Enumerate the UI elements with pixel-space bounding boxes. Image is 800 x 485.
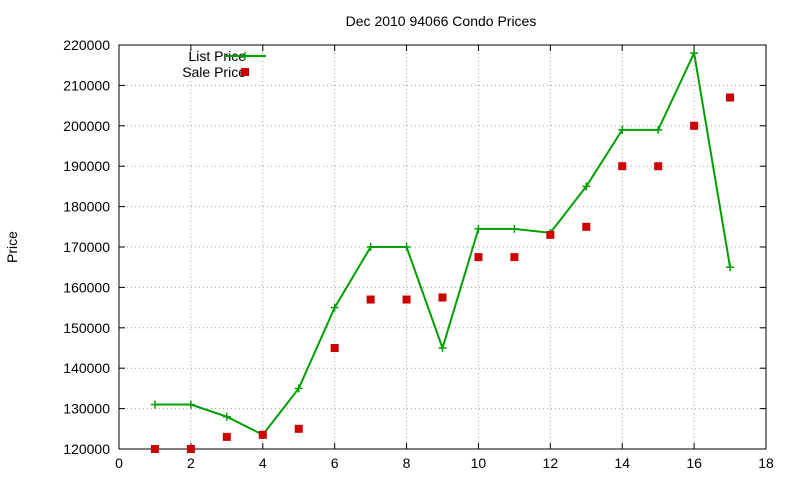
list-price-point	[510, 224, 519, 233]
legend-swatch-marker	[241, 52, 249, 60]
list-price-point	[366, 243, 375, 251]
x-tick-label: 2	[187, 455, 195, 471]
list-price-point	[402, 243, 411, 251]
sale-price-point	[690, 121, 699, 130]
sale-price-point	[186, 445, 195, 453]
sale-price-point	[438, 293, 447, 302]
x-tick-label: 8	[403, 455, 411, 471]
list-price-point	[474, 224, 483, 233]
y-tick-label: 120000	[63, 441, 110, 457]
x-tick-label: 18	[758, 455, 774, 471]
y-tick-label: 160000	[63, 279, 110, 295]
grid	[119, 45, 766, 449]
y-tick-label: 220000	[63, 37, 110, 53]
x-tick-label: 0	[115, 455, 123, 471]
list-price-point	[438, 344, 447, 352]
legend-label: List Price	[188, 48, 246, 64]
x-tick-label: 10	[471, 455, 487, 471]
sale-price-point	[150, 445, 159, 453]
list-price-point	[294, 384, 303, 393]
y-tick-label: 170000	[63, 239, 110, 255]
list-price-point	[186, 400, 195, 409]
axis-ticks: 0 2 4 6 8 10 12 14 16 18 120000 130000 140000 150000 1…	[63, 37, 774, 471]
x-tick-label: 4	[259, 455, 267, 471]
sale-price-point	[654, 162, 663, 171]
sale-price-point	[618, 162, 627, 171]
list-price-point	[150, 400, 159, 409]
sale-price-point	[330, 344, 339, 352]
sale-price-point	[366, 295, 375, 304]
sale-price-point	[582, 222, 591, 231]
y-tick-label: 130000	[63, 401, 110, 417]
x-tick-label: 6	[331, 455, 339, 471]
sale-price-point	[402, 295, 411, 304]
sale-price-point	[546, 230, 555, 239]
list-price-point	[690, 49, 699, 58]
y-tick-label: 140000	[63, 360, 110, 376]
sale-price-point	[726, 93, 735, 102]
y-tick-label: 190000	[63, 158, 110, 174]
y-tick-label: 200000	[63, 118, 110, 134]
list-price-point	[726, 263, 735, 272]
y-tick-label: 150000	[63, 320, 110, 336]
y-tick-label: 210000	[63, 77, 110, 93]
sale-price-point	[258, 430, 267, 439]
list-price-point	[618, 125, 627, 134]
sale-price-point	[510, 253, 519, 262]
y-tick-label: 180000	[63, 199, 110, 215]
x-tick-label: 16	[686, 455, 702, 471]
sale-price-point	[474, 253, 483, 262]
sale-price-point	[222, 432, 231, 441]
list-price-point	[330, 303, 339, 312]
series	[150, 49, 735, 453]
chart-title: Dec 2010 94066 Condo Prices	[346, 13, 537, 29]
y-axis-label: Price	[4, 231, 20, 263]
legend-label: Sale Price	[182, 64, 246, 80]
list-price-point	[222, 412, 231, 421]
x-tick-label: 14	[614, 455, 630, 471]
sale-price-point	[294, 424, 303, 433]
list-price-point	[582, 182, 591, 191]
x-tick-label: 12	[543, 455, 559, 471]
legend-swatch-marker	[241, 68, 249, 76]
list-price-point	[654, 125, 663, 134]
